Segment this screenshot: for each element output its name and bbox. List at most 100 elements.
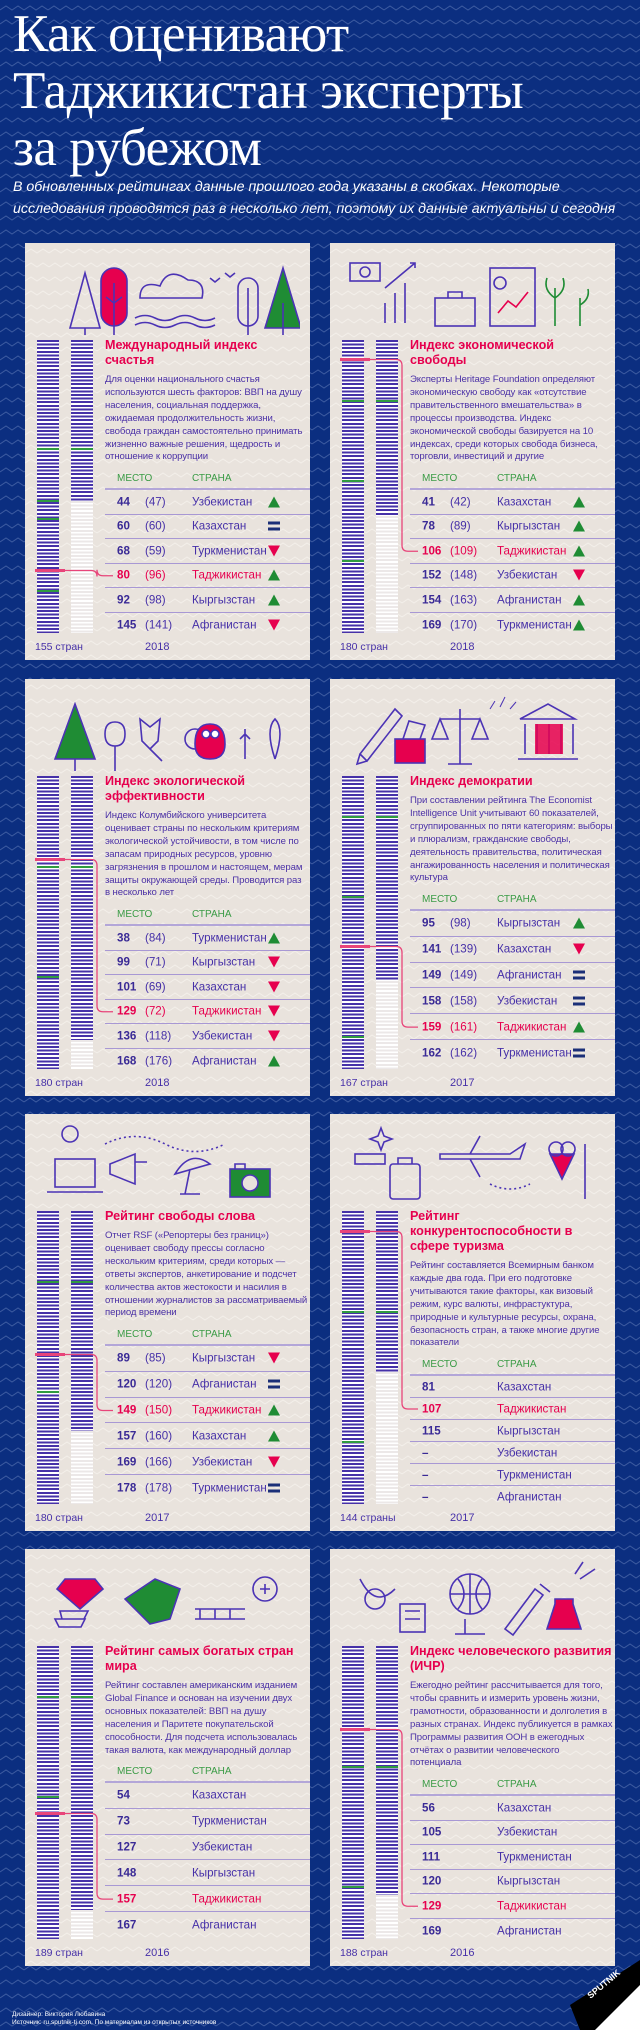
illustration-icon bbox=[53, 701, 281, 771]
ranking-year: 2016 bbox=[450, 1947, 475, 1959]
country: Таджикистан bbox=[497, 1899, 567, 1913]
bar-green-mark bbox=[342, 896, 364, 898]
illustration-icon bbox=[355, 696, 579, 766]
countries-bar-secondary bbox=[376, 1211, 398, 1504]
country: Афганистан bbox=[497, 968, 562, 982]
country: Таджикистан bbox=[192, 568, 262, 582]
ranking-table: 44 (47) Узбекистан 60 (60) Казахстан 68 (59) Тур… bbox=[105, 490, 310, 637]
trend-equal-icon bbox=[268, 521, 280, 531]
countries-bar bbox=[340, 340, 370, 633]
total-countries: 188 стран bbox=[340, 1947, 388, 1959]
table-header: МЕСТО СТРАНА bbox=[105, 1761, 310, 1783]
table-header: МЕСТО СТРАНА bbox=[410, 468, 615, 490]
rank: 154 bbox=[422, 593, 442, 607]
table-row: 169 Афганистан bbox=[410, 1919, 615, 1944]
card-illustration bbox=[340, 243, 605, 335]
previous-rank: (42) bbox=[450, 495, 471, 509]
card-illustration bbox=[340, 1549, 605, 1641]
bar-green-mark bbox=[71, 448, 93, 450]
previous-rank: (170) bbox=[450, 618, 478, 632]
illustration-icon bbox=[68, 265, 303, 338]
rank: 89 bbox=[117, 1351, 130, 1365]
previous-rank: (163) bbox=[450, 593, 478, 607]
table-row: 129 (72) Таджикистан bbox=[105, 1000, 310, 1024]
rank: – bbox=[422, 1468, 429, 1481]
table-row: 152 (148) Узбекистан bbox=[410, 564, 615, 588]
rank: 157 bbox=[117, 1429, 137, 1443]
trend-down-icon bbox=[573, 569, 585, 581]
ranking-table: 38 (84) Туркменистан 99 (71) Кыргызстан 101 (69… bbox=[105, 926, 310, 1073]
country: Казахстан bbox=[497, 942, 552, 956]
bar-green-mark bbox=[71, 1696, 93, 1698]
country: Кыргызстан bbox=[497, 1874, 561, 1888]
country: Туркменистан bbox=[497, 1046, 572, 1060]
bar-green-mark bbox=[37, 448, 59, 450]
trend-down-icon bbox=[268, 981, 280, 993]
card-illustration bbox=[35, 1114, 300, 1206]
country: Афганистан bbox=[497, 1490, 562, 1504]
previous-rank: (162) bbox=[450, 1046, 478, 1060]
trend-up-icon bbox=[573, 917, 585, 929]
previous-rank: (176) bbox=[145, 1054, 173, 1068]
bar-green-mark bbox=[37, 590, 59, 592]
trend-down-icon bbox=[573, 943, 585, 955]
total-countries: 155 стран bbox=[35, 641, 83, 653]
card-illustration bbox=[340, 679, 605, 771]
country: Узбекистан bbox=[497, 994, 558, 1008]
trend-up-icon bbox=[573, 594, 585, 606]
illustration-icon bbox=[359, 1561, 596, 1637]
rank: 56 bbox=[422, 1801, 435, 1815]
countries-bar-secondary bbox=[376, 1646, 398, 1939]
country: Узбекистан bbox=[497, 1825, 558, 1839]
country: Узбекистан bbox=[192, 1840, 253, 1854]
rank: 158 bbox=[422, 994, 442, 1008]
table-row: 136 (118) Узбекистан bbox=[105, 1024, 310, 1049]
previous-rank: (160) bbox=[145, 1429, 173, 1443]
ranking-year: 2017 bbox=[450, 1512, 475, 1524]
ranking-year: 2017 bbox=[450, 1077, 475, 1089]
trend-down-icon bbox=[268, 619, 280, 631]
ranking-table: 56 Казахстан 105 Узбекистан 111 Туркменистан 1… bbox=[410, 1796, 615, 1943]
rank: 111 bbox=[422, 1850, 441, 1864]
bar-green-mark bbox=[376, 400, 398, 402]
ranking-card: Рейтинг конкурентоспособности в сфере ту… bbox=[330, 1114, 615, 1531]
table-row: 81 Казахстан bbox=[410, 1376, 615, 1398]
bar-green-mark bbox=[376, 1311, 398, 1313]
country: Узбекистан bbox=[497, 1446, 558, 1459]
trend-up-icon bbox=[268, 1404, 280, 1416]
trend-equal-icon bbox=[573, 1048, 585, 1058]
rank: 81 bbox=[422, 1380, 435, 1393]
rank: 129 bbox=[117, 1004, 137, 1018]
total-countries: 180 стран bbox=[340, 641, 388, 653]
table-row: 157 Таджикистан bbox=[105, 1886, 310, 1912]
previous-rank: (98) bbox=[145, 593, 166, 607]
trend-up-icon bbox=[573, 1021, 585, 1033]
table-row: 44 (47) Узбекистан bbox=[105, 490, 310, 515]
trend-equal-icon bbox=[268, 1379, 280, 1389]
trend-up-icon bbox=[268, 594, 280, 606]
card-title: Индекс экологической эффективности bbox=[105, 774, 246, 803]
countries-bar bbox=[35, 1646, 65, 1939]
rank: 149 bbox=[117, 1403, 137, 1417]
rank: – bbox=[422, 1446, 429, 1459]
page-subtitle: В обновленных рейтингах данные прошлого … bbox=[13, 179, 616, 217]
previous-rank: (150) bbox=[145, 1403, 173, 1417]
table-row: 73 Туркменистан bbox=[105, 1809, 310, 1835]
tajikistan-marker bbox=[35, 858, 65, 861]
previous-rank: (72) bbox=[145, 1004, 166, 1018]
table-row: 158 (158) Узбекистан bbox=[410, 988, 615, 1015]
table-row: 162 (162) Туркменистан bbox=[410, 1040, 615, 1066]
bar-green-mark bbox=[342, 1766, 364, 1768]
bar-green-mark bbox=[37, 1796, 59, 1798]
rank: – bbox=[422, 1490, 429, 1504]
ranking-card: Рейтинг самых богатых стран мира Рейтинг … bbox=[25, 1549, 310, 1966]
rank: 73 bbox=[117, 1814, 130, 1828]
bar-green-mark bbox=[37, 866, 59, 868]
tajikistan-marker bbox=[340, 945, 370, 948]
card-illustration bbox=[35, 243, 303, 338]
table-row: 159 (161) Таджикистан bbox=[410, 1014, 615, 1040]
total-countries: 180 стран bbox=[35, 1512, 83, 1524]
previous-rank: (47) bbox=[145, 495, 166, 509]
rank: 95 bbox=[422, 916, 435, 930]
previous-rank: (59) bbox=[145, 544, 166, 558]
